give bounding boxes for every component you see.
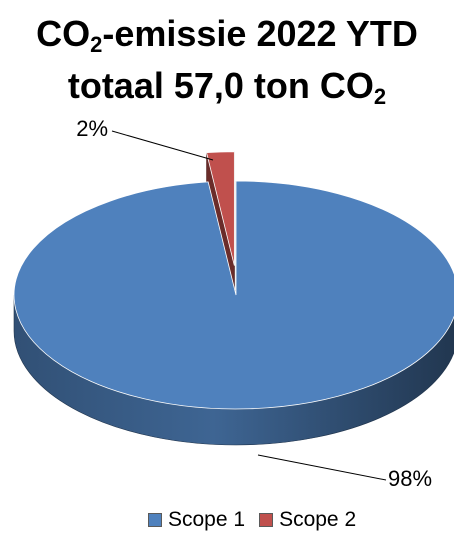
legend-label-scope-2: Scope 2 [279, 508, 357, 531]
legend-item-scope-2: Scope 2 [259, 508, 356, 532]
data-label-scope-2: 2% [76, 116, 108, 141]
chart-title-line-1: CO2-emissie 2022 YTD [36, 13, 418, 57]
legend-item-scope-1: Scope 1 [148, 508, 245, 532]
data-label-scope-1: 98% [388, 466, 432, 491]
legend-label-scope-1: Scope 1 [168, 508, 246, 531]
pie-slice-scope-2 [206, 151, 235, 266]
chart-legend: Scope 1 Scope 2 [148, 508, 370, 532]
legend-swatch-scope-1 [148, 513, 162, 527]
pie-slice-scope-1 [13, 180, 454, 410]
leader-line-scope-2 [111, 130, 214, 161]
chart-title-line-2: totaal 57,0 ton CO2 [67, 65, 387, 109]
leader-line-scope-1 [257, 454, 387, 481]
legend-swatch-scope-2 [259, 513, 274, 527]
